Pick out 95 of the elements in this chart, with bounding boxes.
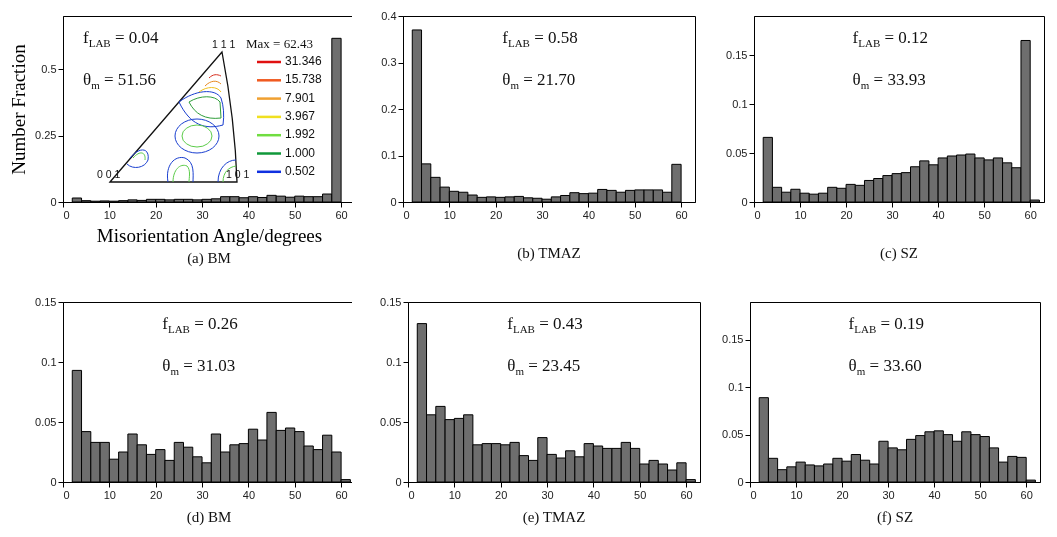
annotation: f$_{LAB}$ = 0.58 bbox=[502, 28, 578, 50]
y-axis-title: Number Fraction bbox=[8, 43, 30, 175]
annotation: 0.502 bbox=[285, 163, 316, 178]
x-tick-label: 40 bbox=[242, 208, 256, 221]
y-tick-label: 0.05 bbox=[380, 415, 402, 428]
y-tick-label: 0.05 bbox=[35, 415, 57, 428]
text: (f) SZ bbox=[876, 509, 914, 526]
y-tick-label: 0.25 bbox=[35, 129, 57, 142]
y-tick-label: 0.1 bbox=[732, 97, 748, 110]
x-tick-label: 30 bbox=[196, 488, 209, 501]
x-tick-label: 60 bbox=[1024, 208, 1037, 221]
annotation: 3.967 bbox=[285, 108, 316, 123]
y-tick-label: 0.05 bbox=[722, 428, 744, 441]
y-tick-label: 0 bbox=[741, 195, 748, 208]
text: (a) BM bbox=[187, 250, 231, 267]
annotation: θ$_{m}$ = 31.03 bbox=[162, 356, 236, 378]
annotation: 7.901 bbox=[285, 90, 316, 105]
x-tick-label: 0 bbox=[754, 208, 761, 221]
x-tick-label: 0 bbox=[403, 208, 410, 221]
annotation: θ$_{m}$ = 33.60 bbox=[848, 356, 922, 378]
annotation: θ$_{m}$ = 21.70 bbox=[502, 70, 576, 92]
x-tick-label: 0 bbox=[63, 488, 70, 501]
x-tick-label: 10 bbox=[448, 488, 461, 501]
x-tick-label: 40 bbox=[928, 488, 941, 501]
x-tick-label: 30 bbox=[882, 488, 895, 501]
x-tick-label: 10 bbox=[794, 208, 807, 221]
annotation: θ$_{m}$ = 33.93 bbox=[852, 70, 926, 92]
y-tick-label: 0 bbox=[395, 475, 402, 488]
x-axis-title: Misorientation Angle/degrees bbox=[96, 224, 323, 246]
x-tick-label: 10 bbox=[443, 208, 456, 221]
x-tick-label: 30 bbox=[541, 488, 554, 501]
y-tick-label: 0.05 bbox=[726, 146, 748, 159]
x-tick-label: 20 bbox=[495, 488, 508, 501]
x-tick-label: 30 bbox=[886, 208, 899, 221]
x-tick-label: 40 bbox=[582, 208, 596, 221]
x-tick-label: 50 bbox=[978, 208, 991, 221]
annotation: Max = 62.43 bbox=[246, 36, 313, 52]
x-tick-label: 10 bbox=[103, 208, 116, 221]
x-tick-label: 60 bbox=[335, 488, 348, 501]
y-tick-label: 0.1 bbox=[728, 380, 744, 393]
x-tick-label: 30 bbox=[196, 208, 209, 221]
annotation: 31.346 bbox=[285, 54, 322, 68]
x-tick-label: 0 bbox=[750, 488, 757, 501]
y-tick-label: 0 bbox=[737, 475, 744, 488]
annotation: 1.000 bbox=[285, 145, 316, 160]
annotation: f$_{LAB}$ = 0.43 bbox=[507, 314, 583, 336]
y-tick-label: 0 bbox=[50, 195, 57, 208]
x-tick-label: 0 bbox=[408, 488, 415, 501]
x-tick-label: 20 bbox=[836, 488, 849, 501]
text: (d) BM bbox=[186, 509, 232, 526]
annotation: f$_{LAB}$ = 0.19 bbox=[848, 314, 925, 336]
annotation: 15.738 bbox=[285, 72, 322, 87]
x-tick-label: 40 bbox=[242, 488, 256, 501]
x-tick-label: 50 bbox=[634, 488, 647, 501]
x-tick-label: 20 bbox=[490, 208, 503, 221]
x-tick-label: 10 bbox=[790, 488, 803, 501]
y-tick-label: 0.2 bbox=[381, 102, 397, 115]
annotation: 1.992 bbox=[285, 127, 316, 142]
text: (e) TMAZ bbox=[522, 509, 586, 526]
annotation: θ$_{m}$ = 23.45 bbox=[507, 356, 581, 378]
text: (c) SZ bbox=[880, 245, 918, 262]
annotation: 1 1 1 bbox=[212, 38, 236, 50]
x-tick-label: 10 bbox=[103, 488, 116, 501]
x-tick-label: 20 bbox=[840, 208, 853, 221]
annotation: f$_{LAB}$ = 0.12 bbox=[852, 28, 929, 50]
x-tick-label: 40 bbox=[587, 488, 601, 501]
y-tick-label: 0 bbox=[50, 475, 57, 488]
y-tick-label: 0.15 bbox=[380, 295, 402, 308]
annotation: f$_{LAB}$ = 0.04 bbox=[83, 28, 159, 50]
x-tick-label: 50 bbox=[974, 488, 987, 501]
y-tick-label: 0.1 bbox=[386, 355, 402, 368]
y-tick-label: 0.15 bbox=[35, 295, 57, 308]
x-tick-label: 20 bbox=[150, 488, 163, 501]
x-tick-label: 0 bbox=[63, 208, 70, 221]
x-tick-label: 30 bbox=[536, 208, 549, 221]
x-tick-label: 20 bbox=[150, 208, 163, 221]
x-tick-label: 60 bbox=[1020, 488, 1033, 501]
x-tick-label: 50 bbox=[289, 208, 302, 221]
x-tick-label: 40 bbox=[932, 208, 945, 221]
x-tick-label: 60 bbox=[335, 208, 348, 221]
y-tick-label: 0 bbox=[390, 195, 397, 208]
x-tick-label: 50 bbox=[289, 488, 302, 501]
y-tick-label: 0.4 bbox=[381, 9, 397, 22]
y-tick-label: 0.5 bbox=[41, 62, 57, 75]
x-tick-label: 60 bbox=[675, 208, 688, 221]
text: (b) TMAZ bbox=[517, 245, 581, 262]
y-tick-label: 0.3 bbox=[381, 56, 397, 68]
y-tick-label: 0.15 bbox=[726, 48, 748, 61]
annotation: f$_{LAB}$ = 0.26 bbox=[162, 314, 238, 336]
annotation: θ$_{m}$ = 51.56 bbox=[83, 70, 157, 92]
y-tick-label: 0.1 bbox=[381, 149, 397, 161]
y-tick-label: 0.1 bbox=[41, 355, 57, 368]
x-tick-label: 50 bbox=[629, 208, 642, 221]
y-tick-label: 0.15 bbox=[722, 333, 744, 346]
x-tick-label: 60 bbox=[680, 488, 693, 501]
